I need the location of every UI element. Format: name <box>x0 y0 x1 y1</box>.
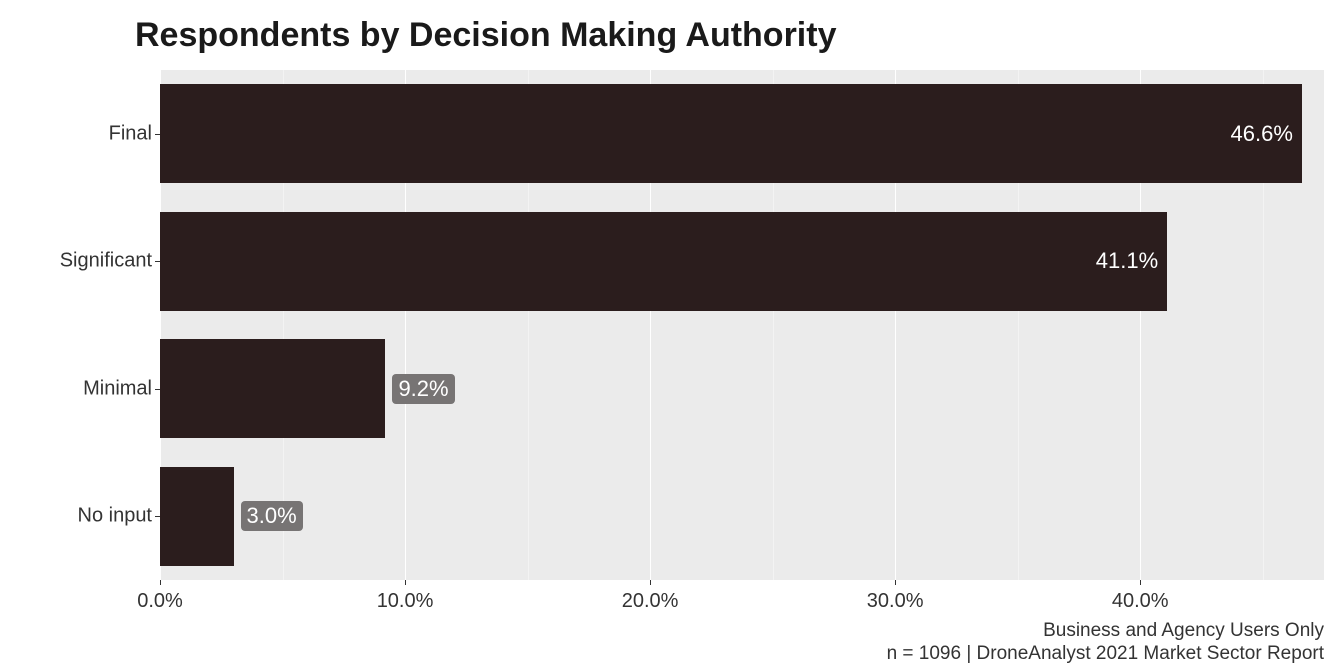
bar-value-label: 3.0% <box>241 501 303 531</box>
y-tick-label: Final <box>109 122 160 145</box>
plot-area: 0.0%10.0%20.0%30.0%40.0%Final46.6%Signif… <box>160 70 1324 580</box>
y-tick-label: No input <box>78 505 161 528</box>
y-tick-label: Minimal <box>83 377 160 400</box>
bar-value-label: 46.6% <box>1231 121 1293 147</box>
bar-value-label: 41.1% <box>1096 248 1158 274</box>
bar: 46.6% <box>160 84 1302 183</box>
x-tick-label: 40.0% <box>1112 580 1169 613</box>
x-tick-label: 20.0% <box>622 580 679 613</box>
chart-title: Respondents by Decision Making Authority <box>135 16 836 55</box>
x-tick-label: 30.0% <box>867 580 924 613</box>
bar: 3.0% <box>160 467 234 566</box>
bar-value-label: 9.2% <box>392 374 454 404</box>
x-tick-label: 10.0% <box>377 580 434 613</box>
x-tick-label: 0.0% <box>137 580 183 613</box>
y-tick-label: Significant <box>60 250 160 273</box>
bar: 41.1% <box>160 212 1167 311</box>
chart-caption-line-1: Business and Agency Users Only <box>1043 620 1324 642</box>
chart-caption-line-2: n = 1096 | DroneAnalyst 2021 Market Sect… <box>887 643 1324 665</box>
bar: 9.2% <box>160 339 385 438</box>
